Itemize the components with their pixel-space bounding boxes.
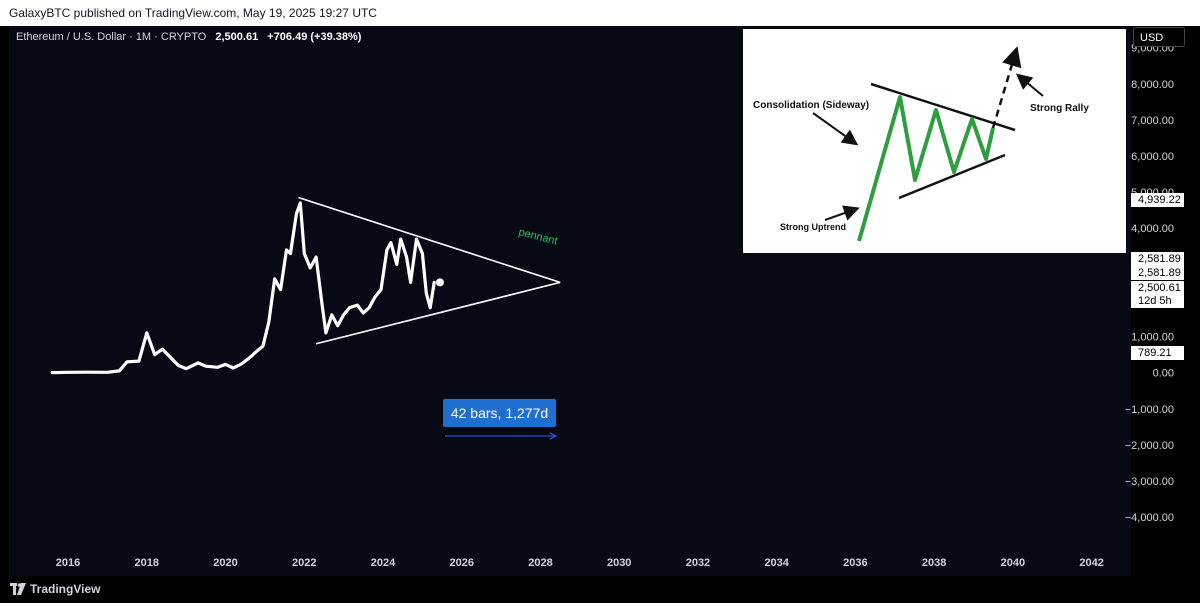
inset-rally-arrow: [1015, 73, 1044, 97]
eth-price-line: [50, 201, 436, 375]
pennant-example-inset: Consolidation (Sideway) Strong Uptrend S…: [743, 29, 1126, 253]
x-tick-label: 2024: [371, 557, 396, 569]
inset-breakout-arrow: [991, 46, 1022, 129]
x-tick-label: 2040: [1001, 557, 1025, 569]
inset-lower-trendline: [898, 153, 1006, 200]
inset-consolidation-arrow: [812, 112, 859, 146]
publish-header: GalaxyBTC published on TradingView.com, …: [0, 0, 1200, 26]
inset-uptrend-arrow: [824, 205, 860, 221]
y-tick-label: 4,000.00: [1131, 223, 1174, 235]
footer: TradingView: [0, 576, 1200, 603]
y-tick-label: −4,000.00: [1125, 512, 1174, 524]
inset-uptrend-label: Strong Uptrend: [780, 222, 846, 232]
last-price: 2,500.61: [215, 31, 259, 43]
y-tick-label: 8,000.00: [1131, 79, 1174, 91]
symbol-legend: Ethereum / U.S. Dollar · 1M · CRYPTO 2,5…: [16, 31, 361, 43]
x-tick-label: 2028: [528, 557, 552, 569]
x-tick-label: 2038: [922, 557, 946, 569]
price-scale-label: 2,581.89: [1131, 252, 1184, 266]
price-scale-label: 2,500.61: [1131, 281, 1184, 295]
pennant-upper-trendline: [298, 196, 561, 284]
price-scale-label: 2,581.89: [1131, 266, 1184, 280]
x-tick-label: 2030: [607, 557, 631, 569]
x-tick-label: 2016: [56, 557, 80, 569]
x-tick-label: 2034: [764, 557, 789, 569]
tradingview-brand: TradingView: [30, 582, 101, 596]
x-tick-label: 2026: [449, 557, 473, 569]
price-scale-label: 12d 5h: [1131, 294, 1184, 308]
inset-consolidation-label: Consolidation (Sideway): [753, 100, 869, 111]
y-tick-label: 6,000.00: [1131, 151, 1174, 163]
measure-label: 42 bars, 1,277d: [443, 399, 556, 427]
price-scale-label: 4,939.22: [1131, 193, 1184, 207]
y-tick-label: −3,000.00: [1125, 476, 1174, 488]
pennant-annotation: pennant: [517, 226, 558, 247]
tradingview-logo-icon: [10, 583, 26, 595]
y-tick-label: 0.00: [1153, 368, 1174, 380]
currency-button[interactable]: USD: [1133, 27, 1185, 47]
inset-upper-trendline: [870, 82, 1016, 132]
x-tick-label: 2022: [292, 557, 316, 569]
last-price-marker: [435, 278, 444, 287]
measure-arrowhead: [549, 432, 558, 440]
price-scale-label: 789.21: [1131, 346, 1184, 360]
inset-diagram: Consolidation (Sideway) Strong Uptrend S…: [753, 46, 1089, 242]
x-tick-label: 2018: [135, 557, 159, 569]
inset-price-path: [857, 95, 995, 242]
y-tick-label: −1,000.00: [1125, 404, 1174, 416]
price-change: +706.49 (+39.38%): [267, 31, 362, 43]
x-tick-label: 2020: [213, 557, 237, 569]
pennant-lower-trendline: [315, 281, 561, 345]
inset-rally-label: Strong Rally: [1030, 103, 1089, 114]
y-tick-label: −2,000.00: [1125, 440, 1174, 452]
x-tick-label: 2036: [843, 557, 867, 569]
x-tick-label: 2032: [686, 557, 710, 569]
y-tick-label: 7,000.00: [1131, 115, 1174, 127]
x-tick-label: 2042: [1079, 557, 1103, 569]
y-tick-label: 1,000.00: [1131, 332, 1174, 344]
symbol-name: Ethereum / U.S. Dollar · 1M · CRYPTO: [16, 31, 207, 43]
